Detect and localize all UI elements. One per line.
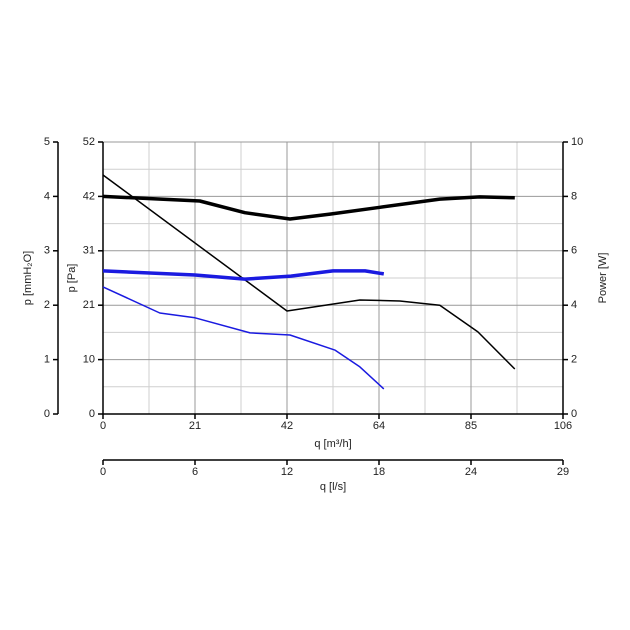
y2-tick-label: 10 [571,136,583,148]
y3-tick-label: 0 [44,408,50,420]
y2-tick-label: 4 [571,299,577,311]
x2-tick-label: 12 [281,466,293,478]
x-tick-label: 0 [100,420,106,432]
y-tick-label: 52 [83,136,95,148]
x2-tick-label: 18 [373,466,385,478]
x-tick-label: 42 [281,420,293,432]
x2-tick-label: 6 [192,466,198,478]
y2-tick-label: 8 [571,190,577,202]
y-axis-label: p [Pa] [66,264,78,293]
series-line [102,286,385,390]
x-tick-label: 85 [465,420,477,432]
y2-axis-label: Power [W] [597,253,609,304]
y3-tick-label: 2 [44,299,50,311]
series-line [102,174,516,370]
series-line [102,194,515,221]
x-tick-label: 64 [373,420,385,432]
x-axis-label: q [m³/h] [314,438,351,450]
y-tick-label: 21 [83,299,95,311]
y-tick-label: 0 [89,408,95,420]
x2-tick-label: 24 [465,466,477,478]
y3-tick-label: 4 [44,190,50,202]
y2-tick-label: 0 [571,408,577,420]
series-line [102,269,385,281]
y3-tick-label: 3 [44,245,50,257]
y3-tick-label: 1 [44,354,50,366]
y-tick-label: 31 [83,245,95,257]
x2-tick-label: 29 [557,466,569,478]
y3-tick-label: 5 [44,136,50,148]
x2-axis-label: q [l/s] [320,481,346,493]
y2-tick-label: 2 [571,354,577,366]
y3-axis-label: p [mmH₂O] [22,251,34,305]
y-tick-label: 42 [83,190,95,202]
x2-tick-label: 0 [100,466,106,478]
y-tick-label: 10 [83,354,95,366]
x-tick-label: 21 [189,420,201,432]
x-tick-label: 106 [554,420,572,432]
y2-tick-label: 6 [571,245,577,257]
